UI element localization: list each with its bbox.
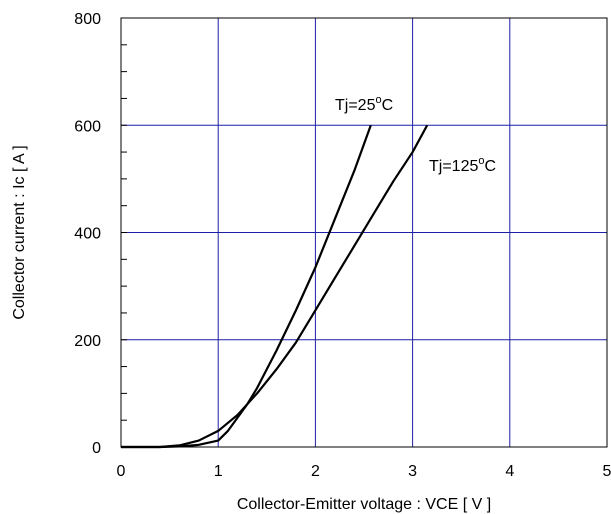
x-axis-label: Collector-Emitter voltage : VCE [ V ] xyxy=(237,496,491,513)
series-line-tj125 xyxy=(121,124,429,449)
series-line-tj25 xyxy=(121,124,372,449)
x-tick-label: 1 xyxy=(214,463,223,480)
series-label-tj125: Tj=125oC xyxy=(429,155,496,175)
series-label-tj25: Tj=25oC xyxy=(335,94,393,114)
x-tick-label: 0 xyxy=(117,463,126,480)
x-tick-label: 5 xyxy=(603,463,611,480)
y-tick-labels: 0 200 400 600 800 xyxy=(74,11,101,457)
y-tick-label: 200 xyxy=(74,333,101,350)
series-lines xyxy=(121,124,429,449)
y-minor-ticks xyxy=(121,44,127,421)
y-tick-label: 600 xyxy=(74,118,101,135)
y-tick-label: 400 xyxy=(74,226,101,243)
y-tick-label: 0 xyxy=(92,440,101,457)
x-tick-label: 2 xyxy=(311,463,320,480)
x-tick-labels: 0 1 2 3 4 5 xyxy=(117,463,611,480)
y-tick-label: 800 xyxy=(74,11,101,28)
y-axis-label: Collector current : Ic [ A ] xyxy=(11,145,28,319)
series-annotations: Tj=25oC Tj=125oC xyxy=(335,94,496,175)
x-tick-label: 3 xyxy=(408,463,417,480)
plot-area-frame xyxy=(120,17,608,448)
x-tick-label: 4 xyxy=(505,463,514,480)
grid-lines xyxy=(121,18,607,447)
